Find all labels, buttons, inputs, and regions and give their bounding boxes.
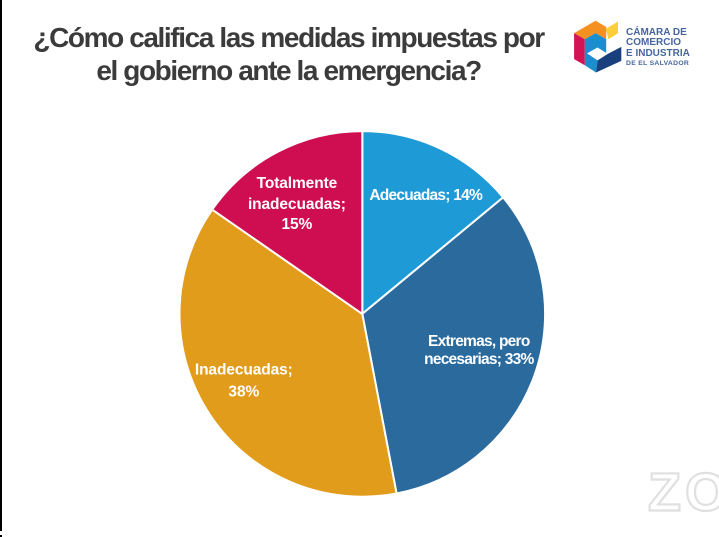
svg-text:ZO: ZO [648, 463, 719, 523]
